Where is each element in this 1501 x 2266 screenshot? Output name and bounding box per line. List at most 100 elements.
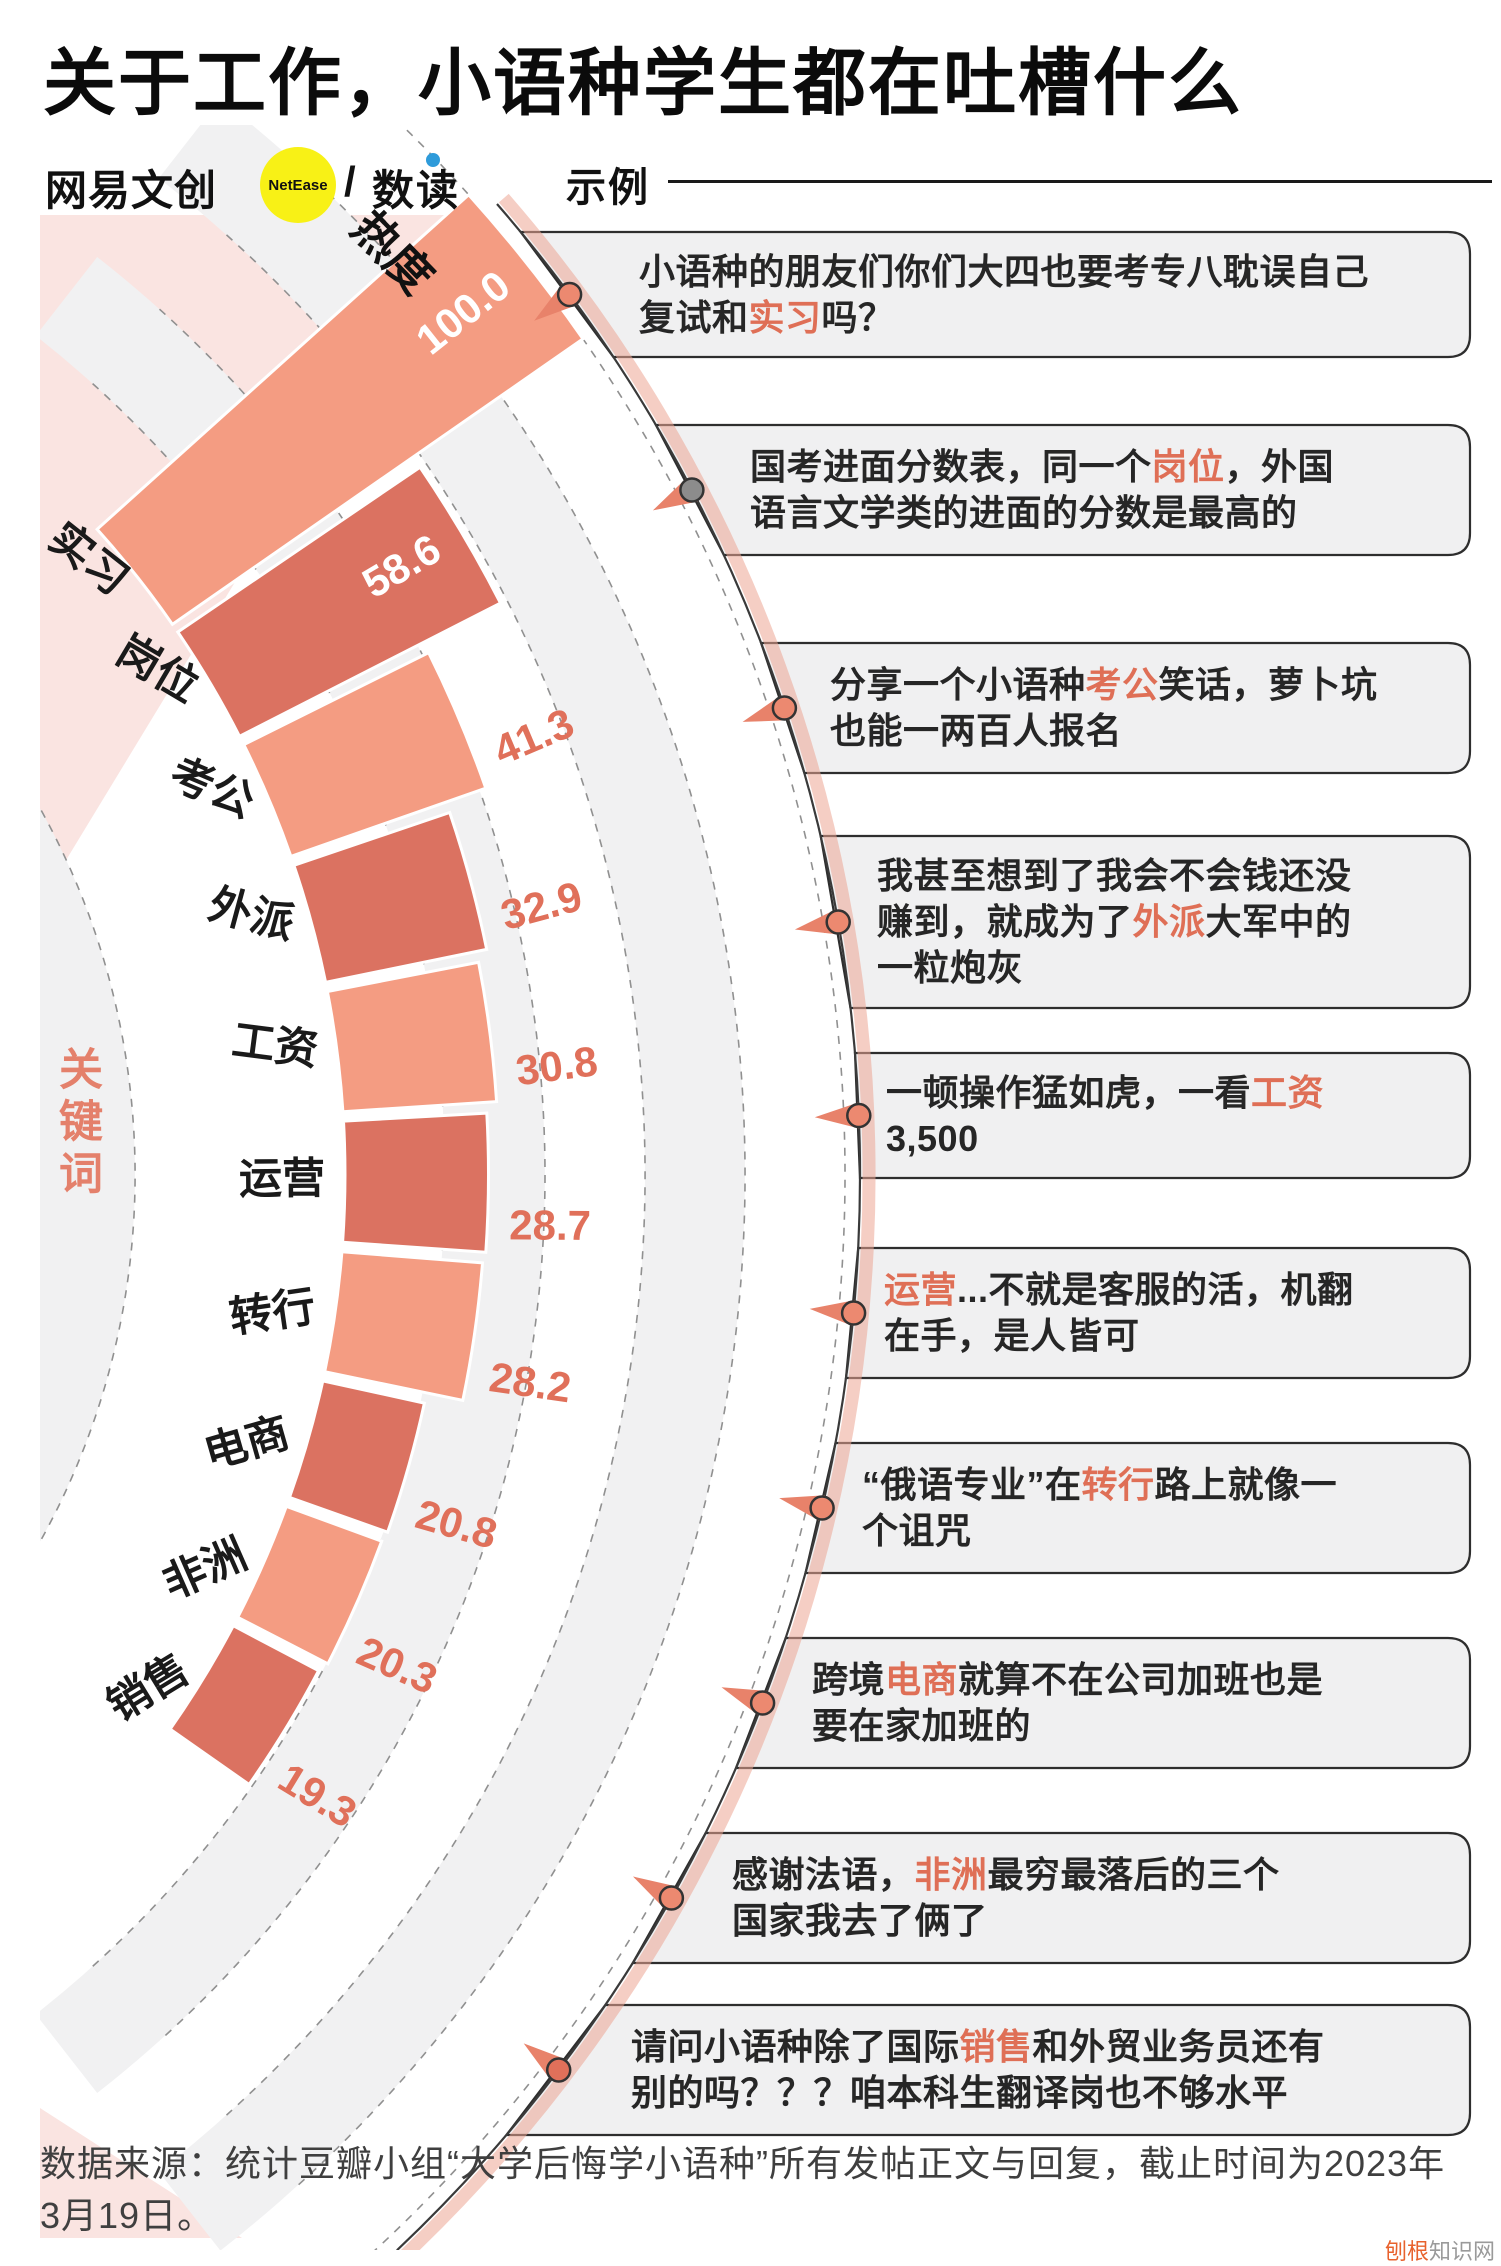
data-source-line1: 数据来源：统计豆瓣小组“大学后悔学小语种”所有发帖正文与回复，截止时间为2023… (40, 2143, 1446, 2184)
quote-plain-text: 就算不在公司加班也是 (958, 1659, 1324, 1700)
bar-实习 (94, 192, 586, 627)
bar-工资 (325, 960, 499, 1114)
quote-plain-text: 感谢法语， (732, 1854, 915, 1895)
value-label-28.7: 28.7 (509, 1201, 591, 1249)
quote-plain-text: 国考进面分数表，同一个 (750, 446, 1152, 487)
bar-电商 (287, 1379, 427, 1535)
quote-plain-text: 吗？ (821, 296, 895, 338)
quote-text: 国考进面分数表，同一个岗位，外国语言文学类的进面的分数是最高的 (750, 425, 1448, 555)
netease-logo-text: NetEase (268, 176, 328, 194)
quote-card (630, 1831, 1472, 1965)
quote-plain-text: ...不就是客服的活，机翻 (957, 1269, 1354, 1310)
quote-plain-text: 路上就像一 (1154, 1464, 1338, 1505)
inner-gray-disk (40, 808, 135, 1542)
quote-plain-text: ，外国 (1224, 446, 1335, 487)
quote-plain-text: “俄语专业”在 (862, 1464, 1082, 1505)
quote-keyword-highlight: 外派 (1132, 901, 1206, 942)
callout-dot-icon (840, 1300, 867, 1326)
callout-dot-icon (545, 2057, 572, 2083)
quote-card (853, 1051, 1472, 1180)
netease-logo-badge: NetEase (260, 147, 336, 223)
quote-card (654, 423, 1472, 557)
bar-外派 (291, 810, 489, 985)
grid-arc (374, 125, 846, 2250)
category-axis-title: 关键词 (52, 1046, 101, 1202)
quote-text: “俄语专业”在转行路上就像一个诅咒 (862, 1443, 1448, 1573)
bar-转行 (322, 1250, 485, 1403)
quote-keyword-highlight: 转行 (1081, 1464, 1155, 1505)
quote-text: 跨境电商就算不在公司加班也是 要在家加班的 (812, 1638, 1448, 1768)
quote-card (734, 1636, 1472, 1770)
quote-plain-text: 一顿操作猛如虎，一看 (886, 1071, 1252, 1113)
quote-card (844, 1246, 1472, 1380)
quote-plain-text: 国家我去了俩了 (732, 1900, 988, 1941)
quote-keyword-highlight: 非洲 (914, 1854, 988, 1895)
grid-arc (225, 234, 646, 2116)
bar-岗位 (175, 465, 503, 739)
watermark-highlight: 刨根 (1384, 2239, 1429, 2264)
value-label-28.2: 28.2 (486, 1353, 574, 1411)
quote-plain-text: 一粒炮灰 (877, 947, 1024, 988)
quote-card (819, 834, 1472, 1010)
data-source-note: 数据来源：统计豆瓣小组“大学后悔学小语种”所有发帖正文与回复，截止时间为2023… (40, 2138, 1501, 2242)
quote-plain-text: 赚到，就成为了 (877, 901, 1133, 942)
quote-plain-text: 语言文学类的进面的分数是最高的 (750, 492, 1298, 533)
callout-dot-icon (809, 1495, 835, 1521)
brand-logo: 网易文创 (45, 167, 218, 214)
quote-plain-text: 我甚至想到了我会不会钱还没 (877, 855, 1352, 896)
callout-dot-icon (679, 477, 705, 503)
quote-text: 请问小语种除了国际销售和外贸业务员还有 别的吗？？？咱本科生翻译岗也不够水平 (631, 2005, 1448, 2135)
quote-text: 我甚至想到了我会不会钱还没 赚到，就成为了外派大军中的一粒炮灰 (877, 836, 1448, 1008)
quote-plain-text: 跨境 (812, 1659, 886, 1700)
quote-keyword-highlight: 岗位 (1151, 446, 1225, 487)
bar-非洲 (235, 1504, 384, 1666)
watermark-rest: 知识网 (1428, 2239, 1495, 2264)
shuju-logo: 数读 (372, 167, 461, 214)
quote-plain-text: 要在家加班的 (812, 1705, 1032, 1746)
quote-plain-text: 小语种的朋友们你们大四也要考专八耽误自己 (639, 250, 1370, 292)
keyword-label-运营: 运营 (239, 1155, 325, 1204)
quote-text: 小语种的朋友们你们大四也要考专八耽误自己 复试和实习吗？ (639, 232, 1448, 357)
callout-dot-icon (749, 1690, 776, 1716)
quote-plain-text: 3,500 (886, 1117, 979, 1159)
quote-plain-text: 别的吗？？？咱本科生翻译岗也不够水平 (631, 2072, 1289, 2113)
bar-考公 (241, 650, 488, 859)
logo-slash: / (344, 158, 356, 205)
bar-运营 (340, 1111, 490, 1254)
legend-divider-line (668, 180, 1492, 183)
blue-dot-icon (426, 153, 440, 167)
quote-text: 分享一个小语种考公笑话，萝卜坑 也能一两百人报名 (830, 643, 1448, 773)
quote-card (804, 1441, 1472, 1575)
quote-keyword-highlight: 工资 (1251, 1071, 1325, 1113)
quote-plain-text: 最穷最落后的三个 (987, 1854, 1280, 1895)
quote-text: 一顿操作猛如虎，一看工资 3,500 (886, 1053, 1448, 1178)
quote-keyword-highlight: 运营 (884, 1269, 958, 1310)
callout-dot-icon (846, 1102, 872, 1129)
callout-dot-icon (825, 909, 851, 935)
quote-plain-text: 大军中的 (1205, 901, 1352, 942)
quote-plain-text: 请问小语种除了国际 (631, 2026, 960, 2067)
callout-dot-icon (771, 695, 798, 721)
quote-plain-text: 在手，是人皆可 (884, 1315, 1140, 1356)
callout-dot-icon (556, 281, 583, 308)
page-title: 关于工作，小语种学生都在吐槽什么 (43, 43, 1243, 124)
value-label-30.8: 30.8 (513, 1037, 600, 1094)
quote-card (518, 230, 1472, 359)
data-source-line2: 3月19日。 (40, 2195, 215, 2236)
grid-arc (292, 160, 746, 2190)
quote-plain-text: 笑话，萝卜坑 (1158, 664, 1378, 705)
gray-ring-60-80 (158, 125, 745, 2250)
quote-keyword-highlight: 销售 (959, 2026, 1033, 2067)
quote-text: 运营...不就是客服的活，机翻在手，是人皆可 (884, 1248, 1448, 1378)
callout-dot-icon (658, 1885, 685, 1911)
quote-text: 感谢法语，非洲最穷最落后的三个国家我去了俩了 (732, 1833, 1448, 1963)
quote-keyword-highlight: 实习 (748, 296, 822, 338)
quote-plain-text: 复试和 (639, 296, 749, 338)
quote-plain-text: 个诅咒 (862, 1510, 972, 1551)
watermark: 刨根知识网 (1385, 2234, 1495, 2266)
quote-keyword-highlight: 考公 (1085, 664, 1159, 705)
keyword-label-工资: 工资 (229, 1016, 320, 1075)
example-legend-label: 示例 (566, 166, 650, 210)
